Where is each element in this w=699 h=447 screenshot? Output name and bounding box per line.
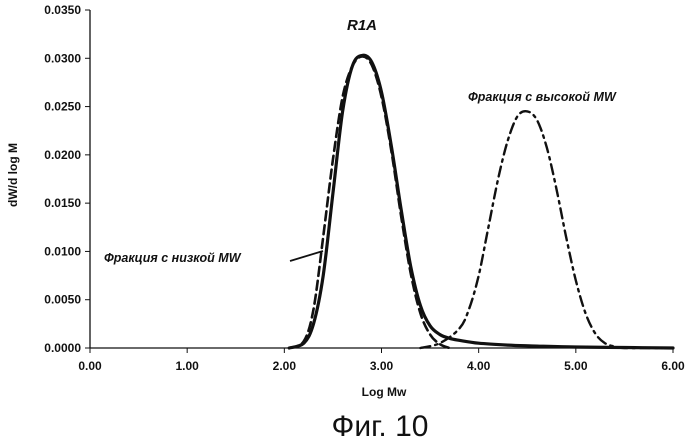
x-tick-label: 4.00 [467,359,491,373]
figure-caption: Фиг. 10 [332,410,429,443]
x-tick-label: 2.00 [273,359,297,373]
annotation-high-mw: Фракция с высокой MW [468,90,617,104]
y-tick-label: 0.0150 [44,196,81,210]
annotations: Фракция с низкой MW Фракция с высокой MW [104,90,617,265]
y-tick-label: 0.0000 [44,341,81,355]
annotation-leader-low [290,251,323,261]
x-axis-title: Log Mw [362,385,407,399]
series-line-high [420,111,673,348]
x-tick-label: 1.00 [175,359,199,373]
y-axis: 0.0000 0.0050 0.0100 0.0150 0.0200 0.0250 0.03… [44,3,90,355]
chart-title: R1A [347,17,377,34]
x-tick-label: 0.00 [78,359,102,373]
y-tick-label: 0.0300 [44,51,81,65]
y-axis-title: dW/d log M [6,143,20,207]
y-tick-label: 0.0200 [44,148,81,162]
x-tick-label: 6.00 [661,359,685,373]
plot-frame [90,10,673,348]
x-tick-label: 3.00 [370,359,394,373]
y-tick-label: 0.0350 [44,3,81,17]
y-tick-label: 0.0100 [44,244,81,258]
annotation-low-mw: Фракция с низкой MW [104,251,242,265]
y-tick-label: 0.0250 [44,100,81,114]
series-line-low [289,56,449,348]
y-tick-label: 0.0050 [44,293,81,307]
x-tick-label: 5.00 [564,359,588,373]
x-axis: 0.00 1.00 2.00 3.00 4.00 5.00 6.00 [78,348,685,373]
